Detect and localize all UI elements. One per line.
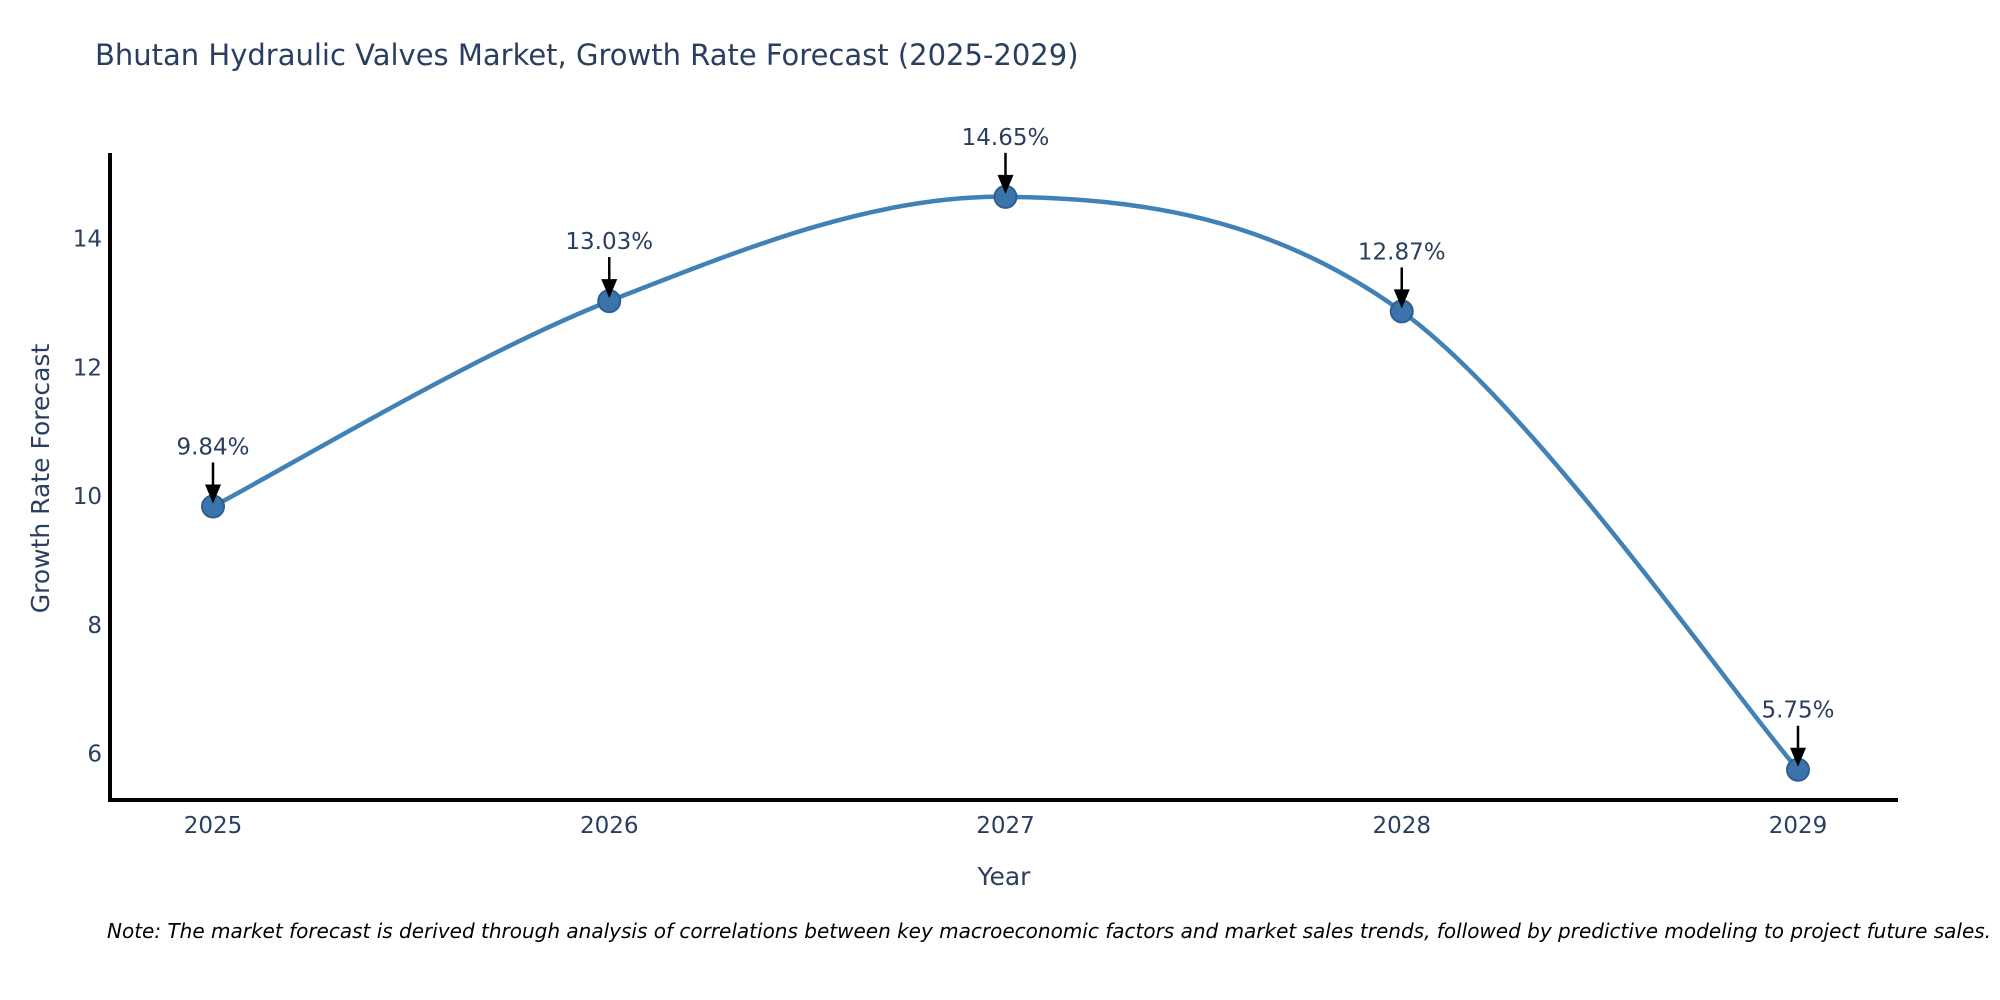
x-axis-title: Year xyxy=(977,862,1031,891)
annotation-arrow-head xyxy=(205,484,221,504)
x-tick-label: 2028 xyxy=(1372,813,1431,839)
footnote: Note: The market forecast is derived thr… xyxy=(107,919,1992,943)
x-tick-label: 2029 xyxy=(1769,813,1828,839)
data-point-label: 14.65% xyxy=(962,125,1050,151)
x-tick-label: 2026 xyxy=(580,813,639,839)
data-point-label: 12.87% xyxy=(1358,239,1446,265)
y-tick-label: 8 xyxy=(87,613,102,639)
y-tick-label: 14 xyxy=(73,227,102,253)
y-tick-label: 6 xyxy=(87,742,102,768)
y-tick-label: 12 xyxy=(73,355,102,381)
annotation-arrow-head xyxy=(997,174,1014,194)
y-axis-title: Growth Rate Forecast xyxy=(26,343,55,614)
data-point-label: 9.84% xyxy=(176,434,249,460)
annotation-arrow-head xyxy=(1790,747,1806,767)
data-point-label: 13.03% xyxy=(565,229,653,255)
chart-title: Bhutan Hydraulic Valves Market, Growth R… xyxy=(95,38,1079,72)
x-tick-label: 2025 xyxy=(184,813,243,839)
forecast-line xyxy=(210,194,1801,772)
y-tick-label: 10 xyxy=(73,484,102,510)
annotation-arrow-head xyxy=(601,279,618,299)
data-point-label: 5.75% xyxy=(1761,698,1834,724)
annotation-arrow-head xyxy=(1393,289,1410,309)
x-tick-label: 2027 xyxy=(976,813,1035,839)
